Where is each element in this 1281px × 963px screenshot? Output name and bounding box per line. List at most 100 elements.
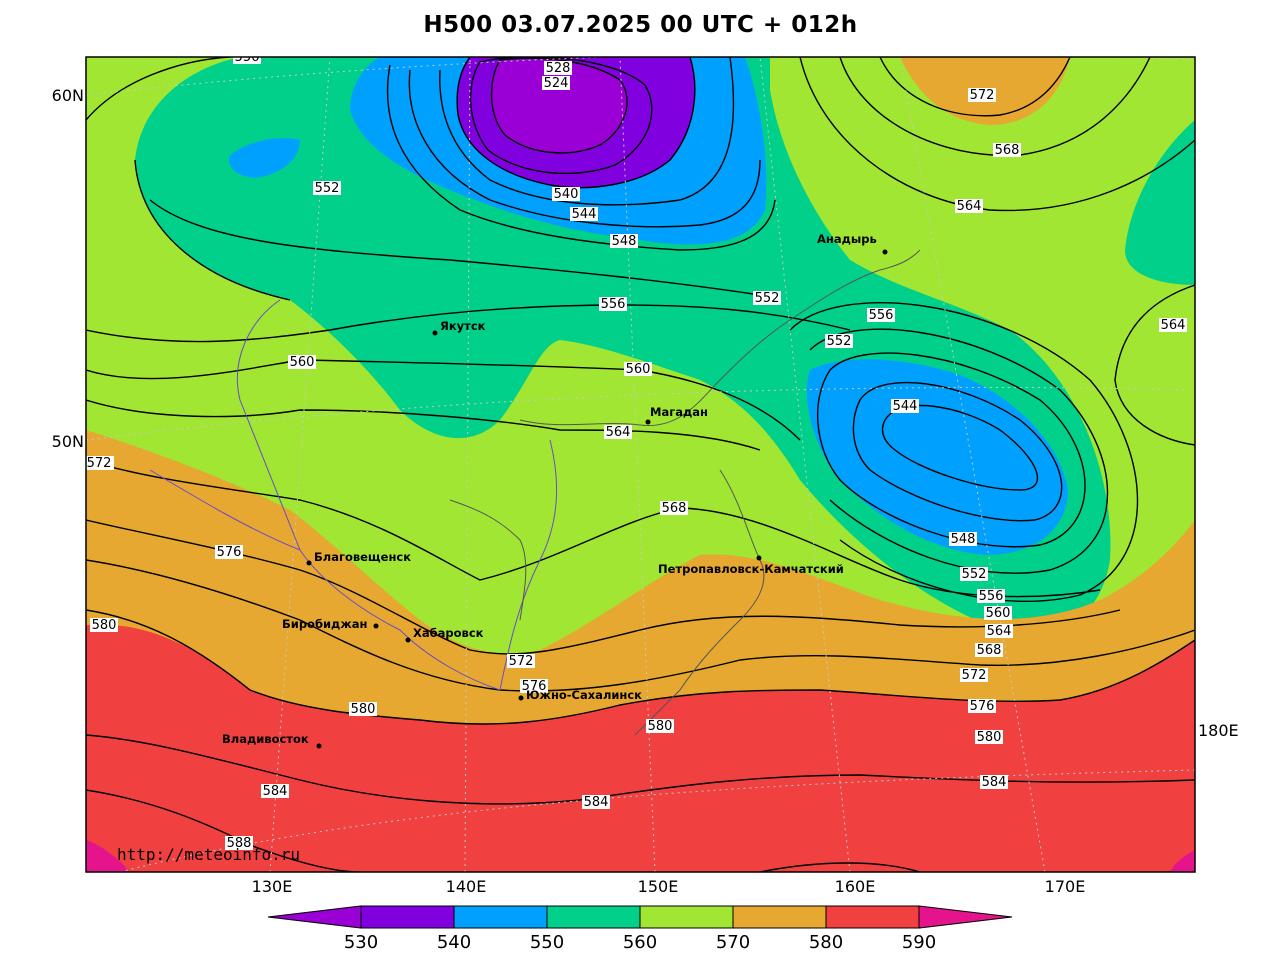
colorbar-570-580 (732, 905, 827, 929)
contour-label-572a: 572 (86, 456, 114, 471)
map-frame (85, 56, 1196, 873)
contour-label-544a: 544 (570, 207, 598, 222)
colorbar-tick-540: 540 (437, 932, 471, 953)
map-title: H500 03.07.2025 00 UTC + 012h (423, 12, 858, 38)
contour-label-580b: 580 (349, 702, 377, 717)
svg-text:552: 552 (962, 567, 987, 582)
colorbar-tick-550: 550 (530, 932, 564, 953)
contour-label-524: 524 (542, 76, 570, 91)
svg-text:548: 548 (951, 532, 976, 547)
colorbar-above-590 (918, 905, 1013, 929)
svg-text:556: 556 (979, 589, 1004, 604)
contour-label-548a: 548 (610, 234, 638, 249)
city-yuzhno-sakhalinsk: Южно-Сахалинск (518, 688, 642, 702)
contour-label-556c: 556 (867, 308, 895, 323)
colorbar-530-540 (360, 905, 455, 929)
colorbar-580-590 (825, 905, 920, 929)
svg-text:588: 588 (227, 836, 252, 851)
map-field: 556 528 524 540 544 548 552 556 560 564 … (86, 50, 1195, 872)
contour-label-548b: 548 (949, 532, 977, 547)
contour-label-528: 528 (544, 61, 572, 76)
svg-text:528: 528 (546, 61, 571, 76)
lon-label-150e: 150E (638, 877, 679, 896)
contour-label-552b: 552 (753, 291, 781, 306)
svg-text:556: 556 (235, 50, 260, 65)
svg-text:552: 552 (827, 334, 852, 349)
svg-text:552: 552 (755, 291, 780, 306)
contour-label-576c: 576 (968, 699, 996, 714)
contour-label-588: 588 (225, 836, 253, 851)
colorbar-below-530 (267, 905, 362, 929)
svg-text:564: 564 (957, 199, 982, 214)
city-magadan: Магадан (645, 405, 708, 425)
borders (149, 299, 558, 691)
svg-text:584: 584 (982, 775, 1007, 790)
contour-label-560c: 560 (984, 606, 1012, 621)
contour-label-580a: 580 (90, 618, 118, 633)
city-vladivostok: Владивосток (222, 732, 322, 749)
colorbar-540-550 (453, 905, 548, 929)
contour-label-572d: 572 (507, 654, 535, 669)
svg-text:Петропавловск-Камчатский: Петропавловск-Камчатский (658, 562, 844, 576)
svg-text:564: 564 (987, 624, 1012, 639)
svg-text:556: 556 (869, 308, 894, 323)
svg-text:568: 568 (662, 501, 687, 516)
contour-label-564a: 564 (604, 425, 632, 440)
lon-label-130e: 130E (252, 877, 293, 896)
city-khabarovsk: Хабаровск (405, 626, 484, 643)
credit-text: http://meteoinfo.ru (117, 845, 300, 864)
svg-text:580: 580 (92, 618, 117, 633)
contour-label-564c: 564 (985, 624, 1013, 639)
colorbar: 530 540 550 560 570 580 590 (267, 905, 1013, 953)
contour-labels: 556 528 524 540 544 548 552 556 560 564 … (86, 50, 1187, 851)
lon-label-160e: 160E (835, 877, 876, 896)
contour-label-552c: 552 (960, 567, 988, 582)
colorbar-tick-560: 560 (623, 932, 657, 953)
lat-label-60n: 60N (52, 86, 84, 105)
lon-label-170e: 170E (1045, 877, 1086, 896)
lat-label-50n: 50N (52, 432, 84, 451)
svg-text:560: 560 (626, 362, 651, 377)
svg-text:Магадан: Магадан (650, 405, 708, 419)
svg-text:572: 572 (970, 88, 995, 103)
svg-text:Биробиджан: Биробиджан (282, 617, 367, 631)
svg-text:568: 568 (995, 143, 1020, 158)
contour-lines (86, 57, 1195, 872)
colorbar-550-560 (546, 905, 641, 929)
contour-label-560a: 560 (288, 355, 316, 370)
band-above-590-left (86, 840, 130, 872)
svg-text:576: 576 (217, 545, 242, 560)
svg-text:560: 560 (986, 606, 1011, 621)
svg-text:576: 576 (522, 679, 547, 694)
contour-label-576a: 576 (215, 545, 243, 560)
svg-text:580: 580 (351, 702, 376, 717)
band-540-550-east (806, 359, 1068, 555)
axis-labels: 60N 50N 130E 140E 150E 160E 170E 180E (52, 86, 1239, 896)
svg-text:580: 580 (648, 719, 673, 734)
svg-text:Южно-Сахалинск: Южно-Сахалинск (526, 688, 642, 702)
band-north-east-green (1125, 120, 1195, 285)
contour-label-572c: 572 (960, 668, 988, 683)
svg-text:556: 556 (601, 297, 626, 312)
contour-label-552a: 552 (313, 181, 341, 196)
svg-text:Хабаровск: Хабаровск (413, 626, 484, 640)
contour-label-572b: 572 (968, 88, 996, 103)
contour-label-580c: 580 (975, 730, 1003, 745)
band-580-590 (86, 624, 1195, 872)
contour-label-556a: 556 (233, 50, 261, 65)
svg-text:584: 584 (263, 784, 288, 799)
svg-text:Благовещенск: Благовещенск (314, 550, 411, 564)
lon-label-140e: 140E (446, 877, 487, 896)
contour-label-584b: 584 (582, 795, 610, 810)
city-yakutsk: Якутск (432, 319, 486, 336)
contour-label-584c: 584 (980, 775, 1008, 790)
svg-text:572: 572 (509, 654, 534, 669)
band-below-530-north (491, 58, 628, 153)
svg-text:580: 580 (977, 730, 1002, 745)
contour-label-556d: 556 (977, 589, 1005, 604)
svg-text:564: 564 (606, 425, 631, 440)
svg-text:576: 576 (970, 699, 995, 714)
svg-text:544: 544 (572, 207, 597, 222)
svg-text:Якутск: Якутск (440, 319, 486, 333)
